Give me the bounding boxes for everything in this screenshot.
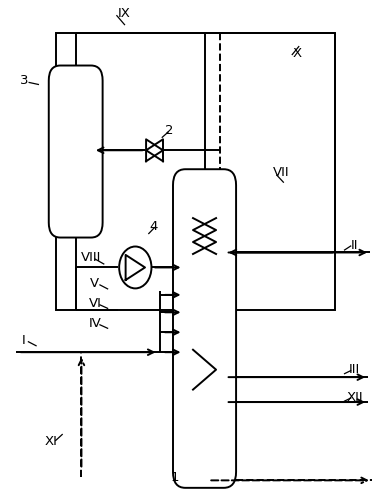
Text: 2: 2: [165, 124, 173, 137]
Text: I: I: [22, 334, 25, 347]
Text: IX: IX: [117, 6, 130, 20]
Text: VII: VII: [273, 166, 290, 179]
Text: X: X: [292, 46, 301, 60]
Text: IV: IV: [88, 318, 102, 330]
Text: V: V: [90, 278, 100, 290]
Text: 4: 4: [150, 220, 158, 232]
FancyBboxPatch shape: [49, 66, 103, 238]
Text: XII: XII: [346, 390, 363, 404]
FancyBboxPatch shape: [173, 169, 236, 488]
Text: II: II: [351, 238, 358, 252]
Circle shape: [119, 246, 151, 288]
Text: III: III: [349, 363, 360, 376]
Text: XI: XI: [44, 436, 57, 448]
Text: 3: 3: [20, 74, 29, 87]
Text: 1: 1: [171, 472, 179, 484]
Text: VIII: VIII: [81, 251, 101, 264]
Text: VI: VI: [88, 298, 102, 310]
Bar: [56, 33, 335, 310]
